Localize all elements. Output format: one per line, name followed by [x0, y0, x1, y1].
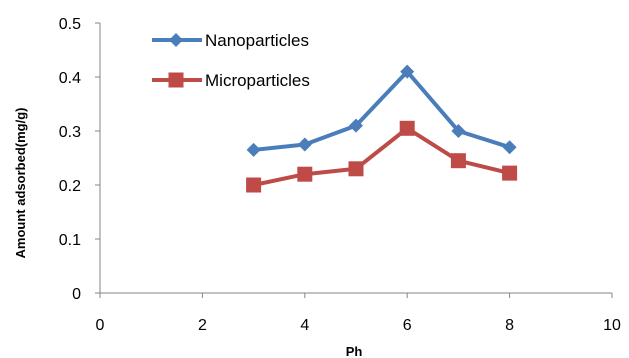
x-tick-label: 2 — [198, 317, 207, 334]
legend-item: Microparticles — [152, 71, 310, 90]
series-nanoparticles — [246, 64, 517, 157]
x-tick-label: 8 — [505, 317, 514, 334]
series-microparticles — [246, 120, 518, 193]
x-axis-title: Ph — [346, 344, 363, 358]
legend-marker — [168, 72, 184, 88]
y-tick-label: 0.5 — [59, 16, 81, 33]
y-tick-label: 0.3 — [59, 124, 81, 141]
legend-label: Microparticles — [205, 71, 310, 90]
series-line — [253, 126, 511, 187]
series-line — [253, 69, 511, 152]
tick-labels: 0 0.1 0.2 0.3 0.4 0.5 0 2 4 6 8 10 — [59, 16, 621, 334]
legend: Nanoparticles Microparticles — [152, 31, 310, 90]
axes — [95, 22, 613, 298]
data-point — [400, 64, 415, 79]
data-point — [399, 120, 415, 136]
series-group — [246, 64, 518, 193]
data-point — [349, 118, 363, 133]
y-tick-label: 0.2 — [59, 178, 81, 195]
legend-marker — [169, 33, 183, 47]
data-point — [502, 140, 517, 155]
data-point — [246, 142, 261, 157]
x-tick-label: 4 — [300, 317, 309, 334]
legend-label: Nanoparticles — [205, 31, 309, 50]
y-tick-label: 0 — [72, 286, 81, 303]
data-point — [297, 166, 313, 182]
data-point — [451, 124, 466, 138]
y-tick-label: 0.1 — [59, 232, 81, 249]
legend-item: Nanoparticles — [152, 31, 309, 50]
data-point — [297, 137, 312, 152]
y-tick-label: 0.4 — [59, 70, 81, 87]
data-point — [502, 165, 518, 181]
y-axis-title: Amount adsorbed(mg/g) — [13, 108, 28, 259]
x-tick-label: 0 — [96, 317, 105, 334]
data-point — [450, 153, 466, 169]
data-point — [246, 177, 262, 193]
x-tick-label: 10 — [603, 317, 621, 334]
data-point — [348, 161, 364, 177]
x-tick-label: 6 — [403, 317, 412, 334]
